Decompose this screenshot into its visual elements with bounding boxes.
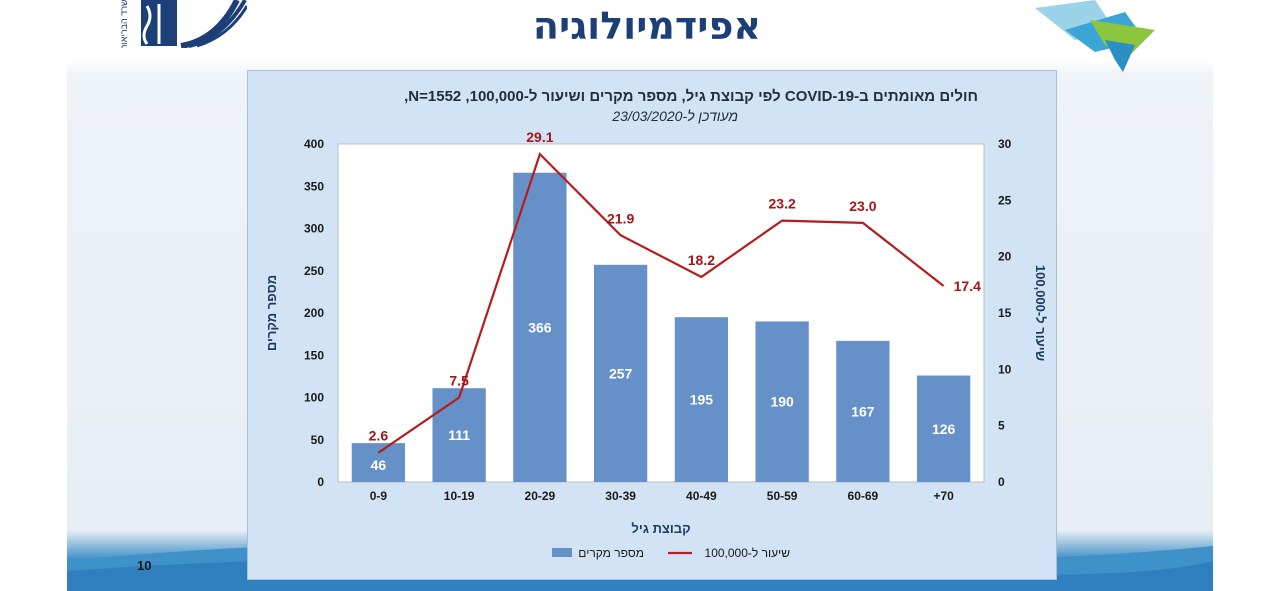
- legend: שיעור ל-100,000 מספר מקרים: [552, 546, 790, 560]
- bar-value-label: 366: [528, 319, 552, 335]
- bar: [836, 340, 890, 482]
- y2-tick-label: 10: [998, 362, 1012, 376]
- bar: [916, 375, 971, 482]
- bar-value-label: 126: [932, 421, 956, 437]
- y-tick-label: 0: [317, 475, 324, 489]
- x-tick-label: 20-29: [525, 489, 556, 503]
- bar: [351, 443, 406, 482]
- bar-value-label: 46: [371, 457, 387, 473]
- y2-tick-label: 30: [998, 137, 1012, 151]
- rate-value-label: 2.6: [369, 428, 389, 444]
- chart-title: חולים מאומתים ב-COVID-19 לפי קבוצת גיל, …: [404, 88, 978, 105]
- bar: [432, 388, 486, 482]
- y2-tick-label: 20: [998, 250, 1012, 264]
- y2-tick-label: 0: [998, 475, 1005, 489]
- bar: [593, 264, 648, 482]
- bar-value-label: 257: [609, 365, 633, 381]
- bar-value-label: 111: [448, 427, 470, 443]
- x-tick-label: 50-59: [767, 489, 798, 503]
- y-tick-label: 100: [304, 391, 324, 405]
- page-number: 10: [137, 558, 152, 573]
- rate-value-label: 21.9: [607, 210, 634, 226]
- x-tick-label: 40-49: [686, 489, 717, 503]
- x-axis-label: קבוצת גיל: [631, 521, 690, 536]
- israel-star-logo: [1035, 0, 1155, 72]
- chart-panel: חולים מאומתים ב-COVID-19 לפי קבוצת גיל, …: [247, 70, 1057, 580]
- legend-cases-label: מספר מקרים: [578, 546, 644, 560]
- y-tick-label: 150: [304, 348, 324, 362]
- rate-value-label: 29.1: [526, 129, 553, 145]
- legend-bar-swatch: [552, 548, 572, 557]
- y-tick-label: 350: [304, 179, 324, 193]
- y-tick-label: 400: [304, 137, 324, 151]
- x-tick-label: 10-19: [444, 489, 475, 503]
- ministry-logo: משרד הבריאות: [119, 0, 247, 48]
- x-tick-label: 30-39: [605, 489, 636, 503]
- rate-value-label: 7.5: [449, 373, 469, 389]
- chart-subtitle: מעודכן ל-23/03/2020: [612, 108, 738, 124]
- y-tick-label: 250: [304, 264, 324, 278]
- y2-tick-label: 15: [998, 306, 1012, 320]
- slide-header: [67, 0, 1213, 62]
- y-tick-label: 50: [311, 433, 325, 447]
- rate-value-label: 17.4: [954, 278, 981, 294]
- bar-value-label: 167: [851, 403, 875, 419]
- legend-rate-label: שיעור ל-100,000: [705, 546, 791, 560]
- bar-value-label: 190: [770, 394, 794, 410]
- bar: [674, 317, 729, 482]
- y-axis-label: מספר מקרים: [264, 275, 279, 351]
- bar: [755, 321, 809, 482]
- rate-line: [377, 152, 945, 454]
- x-tick-label: 0-9: [370, 489, 388, 503]
- x-tick-label: +70: [933, 489, 954, 503]
- y2-axis-label: שיעור ל-100,000: [1033, 265, 1048, 361]
- ministry-logo-text: משרד הבריאות: [119, 0, 129, 48]
- bar-value-label: 195: [690, 392, 714, 408]
- bar: [513, 172, 567, 482]
- y-tick-label: 200: [304, 306, 324, 320]
- x-tick-label: 60-69: [848, 489, 879, 503]
- y2-tick-label: 5: [998, 419, 1005, 433]
- y-tick-label: 300: [304, 222, 324, 236]
- slide-title: אפידמיולוגיה: [532, 4, 762, 48]
- chart-area: 0 50 100 150 200 250 300 350 400 0 5 10 15 20 25 30 46…: [264, 129, 1048, 560]
- rate-value-label: 23.0: [849, 198, 876, 214]
- y2-tick-label: 25: [998, 193, 1012, 207]
- rate-value-label: 18.2: [688, 252, 715, 268]
- rate-value-label: 23.2: [769, 196, 796, 212]
